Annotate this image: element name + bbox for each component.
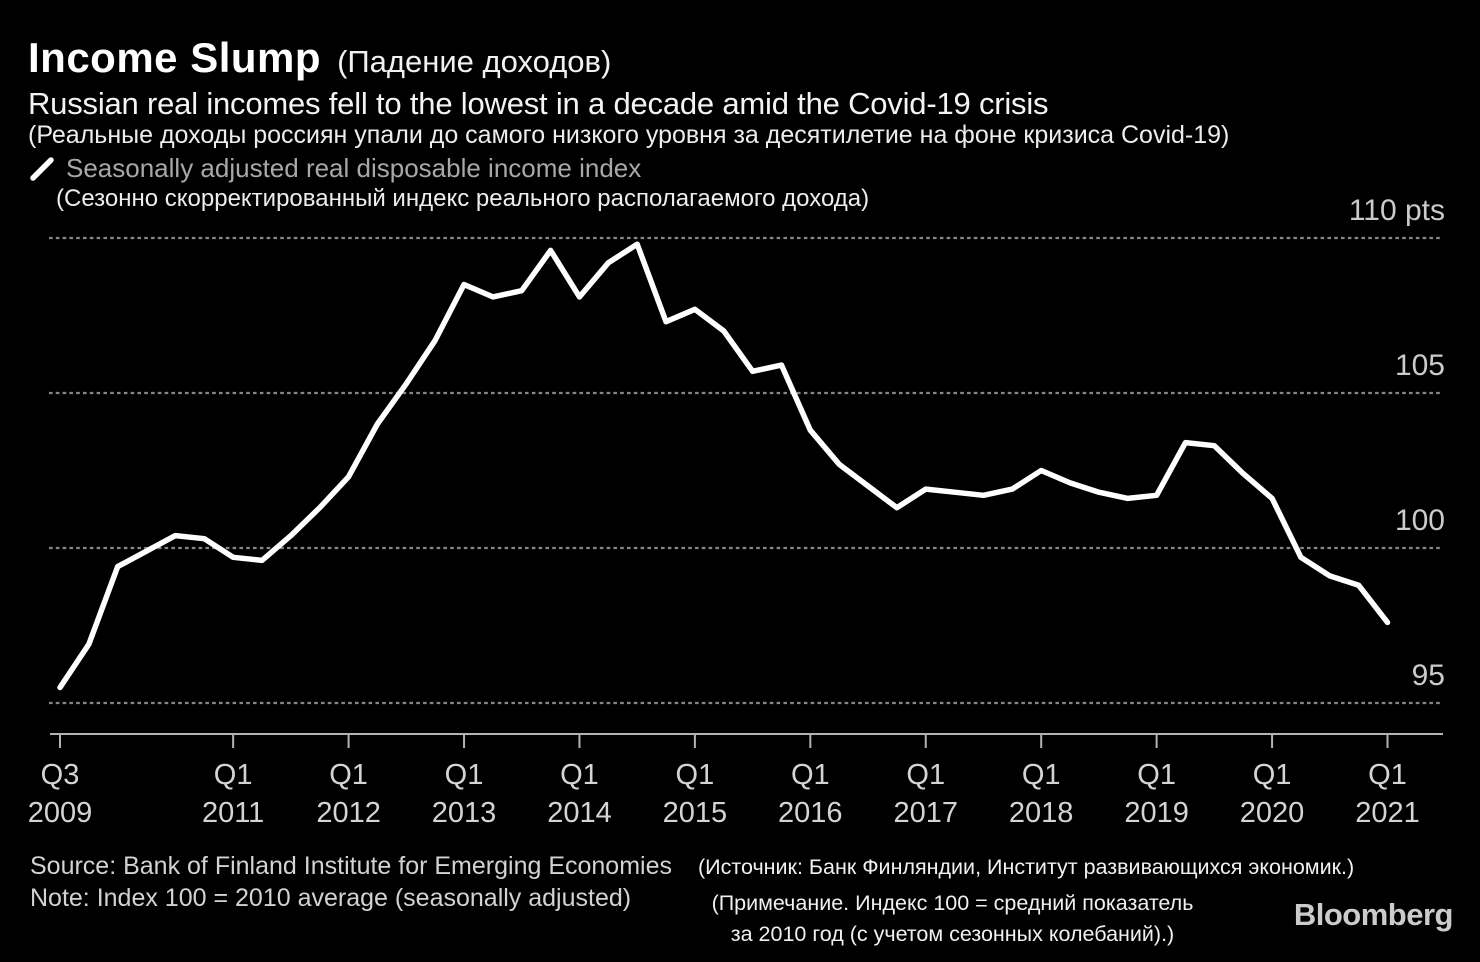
x-axis-label-year: 2016 bbox=[778, 797, 843, 829]
x-axis-label-quarter: Q1 bbox=[444, 759, 484, 791]
source-row: Source: Bank of Finland Institute for Em… bbox=[30, 852, 1354, 881]
x-axis-label-quarter: Q1 bbox=[906, 759, 946, 791]
x-axis-label-2019: Q1 2019 bbox=[1092, 756, 1222, 832]
x-axis-label-2021: Q1 2021 bbox=[1323, 756, 1453, 832]
x-axis-label-2017: Q1 2017 bbox=[861, 756, 991, 832]
x-axis-label-year: 2011 bbox=[201, 797, 265, 829]
y-axis-label-105: 105 bbox=[1394, 349, 1445, 382]
title-row: Income Slump (Падение доходов) bbox=[28, 34, 611, 82]
x-axis-label-year: 2013 bbox=[431, 797, 497, 829]
x-axis-label-year: 2021 bbox=[1355, 797, 1420, 829]
note-row: Note: Index 100 = 2010 average (seasonal… bbox=[30, 884, 631, 913]
subtitle-russian: (Реальные доходы россиян упали до самого… bbox=[28, 121, 1230, 149]
note-russian-line2: за 2010 год (с учетом сезонных колебаний… bbox=[730, 922, 1175, 946]
legend-label-russian: (Сезонно скорректированный индекс реальн… bbox=[56, 185, 870, 212]
x-axis-label-quarter: Q1 bbox=[1252, 759, 1292, 791]
x-axis-label-2016: Q1 2016 bbox=[745, 756, 875, 832]
x-axis-label-year: 2009 bbox=[27, 797, 93, 829]
line-series-marker-icon bbox=[30, 156, 54, 181]
legend-label: Seasonally adjusted real disposable inco… bbox=[66, 153, 642, 183]
x-axis-label-quarter: Q1 bbox=[213, 759, 253, 791]
x-axis-label-year: 2017 bbox=[893, 797, 958, 829]
y-axis-label-110: 110 pts bbox=[1348, 194, 1445, 227]
x-axis-label-2012: Q1 2012 bbox=[284, 756, 414, 832]
x-axis-label-year: 2015 bbox=[662, 797, 728, 829]
page-title-russian: (Падение доходов) bbox=[337, 44, 612, 79]
x-axis-label-quarter: Q1 bbox=[560, 759, 599, 791]
x-axis-label-year: 2014 bbox=[547, 797, 612, 829]
x-axis-label-2015: Q1 2015 bbox=[630, 756, 760, 832]
note-text-russian: (Примечание. Индекс 100 = средний показа… bbox=[700, 888, 1205, 950]
income-index-line bbox=[57, 241, 1391, 691]
note-russian-line1: (Примечание. Индекс 100 = средний показа… bbox=[711, 891, 1194, 915]
x-axis-label-year: 2012 bbox=[316, 797, 381, 829]
x-axis-label-year: 2019 bbox=[1124, 797, 1189, 829]
x-axis-label-2018: Q1 2018 bbox=[976, 756, 1106, 832]
x-axis-label-year: 2020 bbox=[1239, 797, 1305, 829]
x-axis-label-2009: Q3 2009 bbox=[0, 756, 125, 832]
note-text: Note: Index 100 = 2010 average (seasonal… bbox=[30, 884, 632, 912]
x-axis-label-quarter: Q1 bbox=[790, 759, 830, 791]
x-axis-label-quarter: Q1 bbox=[1368, 759, 1407, 791]
x-axis-label-quarter: Q1 bbox=[1021, 759, 1061, 791]
legend: Seasonally adjusted real disposable inco… bbox=[30, 153, 641, 184]
bloomberg-logo: Bloomberg bbox=[1293, 897, 1454, 932]
x-axis-label-quarter: Q1 bbox=[329, 759, 368, 791]
y-axis-label-95: 95 bbox=[1411, 659, 1445, 692]
x-axis-label-2011: Q1 2011 bbox=[168, 756, 298, 832]
x-axis-label-2013: Q1 2013 bbox=[399, 756, 529, 832]
x-axis-label-2014: Q1 2014 bbox=[514, 756, 644, 832]
x-axis-label-quarter: Q1 bbox=[1137, 759, 1176, 791]
x-axis-label-quarter: Q3 bbox=[40, 759, 80, 791]
x-axis-label-quarter: Q1 bbox=[675, 759, 715, 791]
page-title: Income Slump bbox=[28, 34, 322, 81]
y-axis-label-100: 100 bbox=[1394, 504, 1445, 537]
subtitle: Russian real incomes fell to the lowest … bbox=[28, 86, 1049, 121]
source-text-russian: (Источник: Банк Финляндии, Институт разв… bbox=[698, 855, 1355, 879]
source-text: Source: Bank of Finland Institute for Em… bbox=[30, 852, 672, 880]
x-axis-label-year: 2018 bbox=[1008, 797, 1074, 829]
x-axis-label-2020: Q1 2020 bbox=[1207, 756, 1337, 832]
